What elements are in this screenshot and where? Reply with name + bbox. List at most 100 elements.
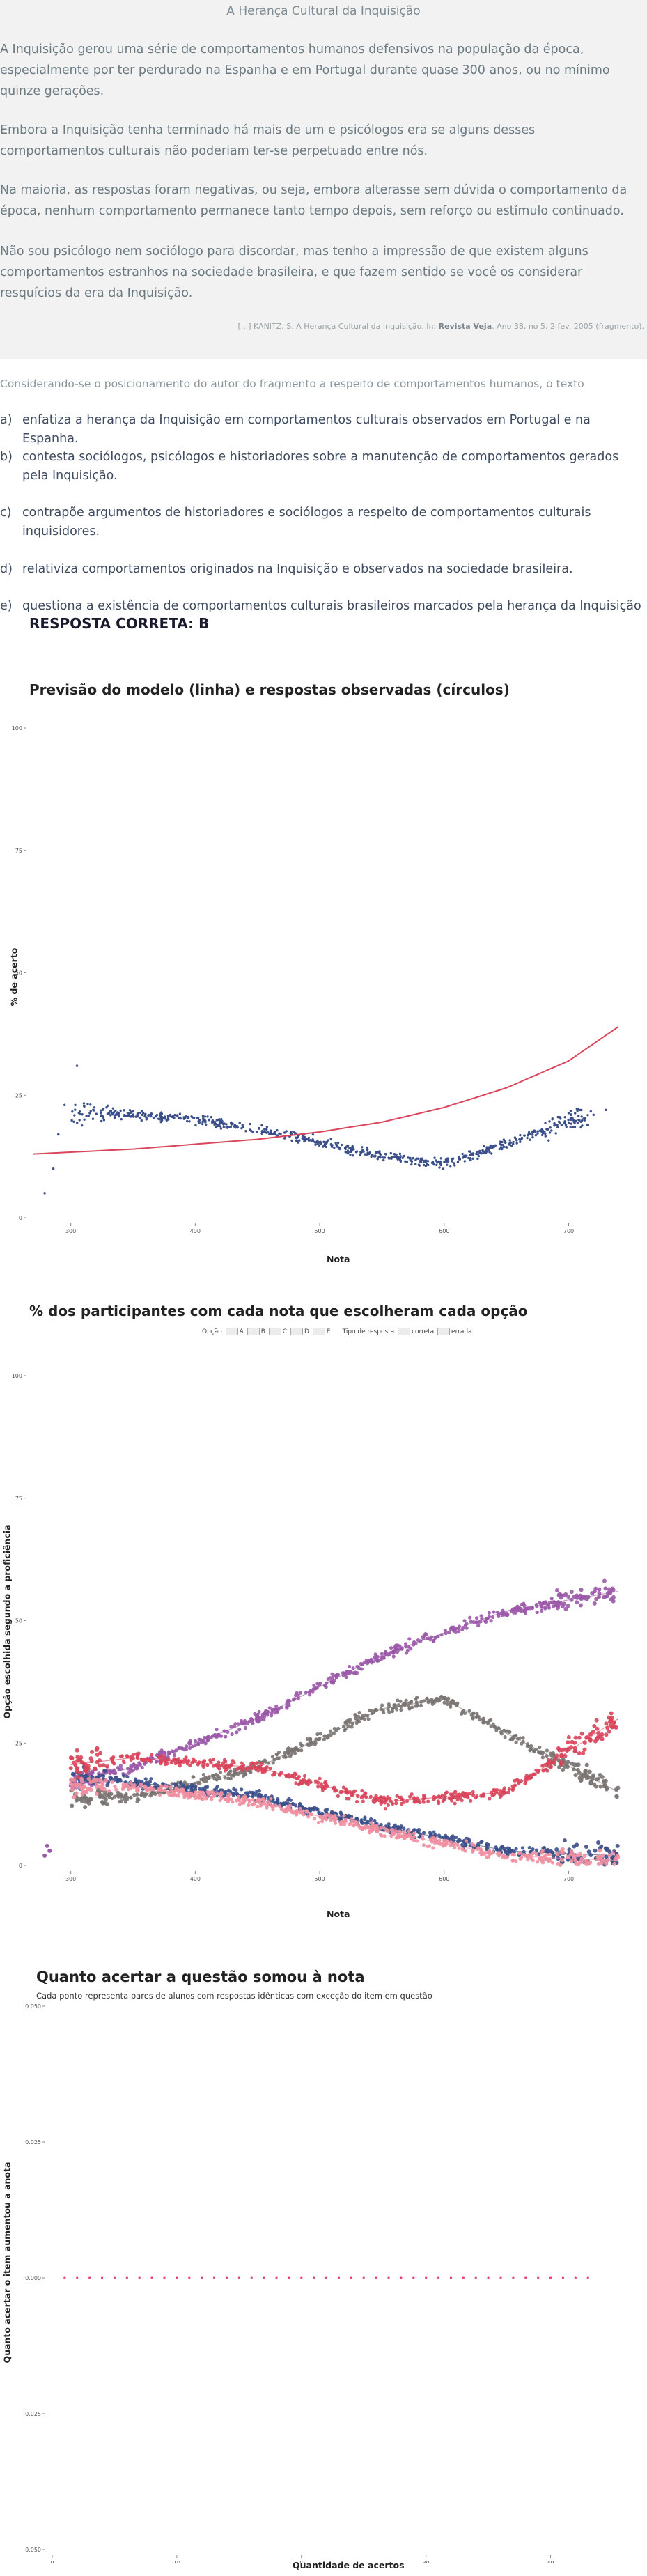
option-point-a bbox=[120, 1787, 125, 1792]
option-point-c bbox=[387, 1822, 391, 1826]
observed-point bbox=[567, 1112, 570, 1115]
observed-point bbox=[410, 1160, 414, 1163]
gain-point bbox=[225, 2276, 228, 2279]
observed-point bbox=[102, 1116, 105, 1119]
observed-point bbox=[81, 1124, 84, 1127]
option-point-a bbox=[398, 1830, 403, 1835]
option-point-c bbox=[586, 1849, 591, 1854]
observed-point bbox=[141, 1110, 143, 1112]
option-point-b bbox=[265, 1764, 269, 1769]
option-point-e bbox=[203, 1776, 208, 1780]
option-point-d bbox=[161, 1750, 165, 1755]
option-point-d bbox=[468, 1615, 472, 1620]
option-point-a bbox=[548, 1852, 552, 1856]
observed-point bbox=[150, 1112, 153, 1115]
observed-point bbox=[534, 1134, 538, 1137]
observed-point bbox=[478, 1149, 481, 1153]
observed-point bbox=[74, 1108, 77, 1111]
option-point-b bbox=[98, 1763, 102, 1768]
legend-swatch-wrong bbox=[437, 1328, 451, 1335]
option-point-a bbox=[598, 1848, 602, 1853]
gain-point bbox=[176, 2276, 178, 2279]
option-point-d bbox=[603, 1586, 608, 1591]
observed-point bbox=[355, 1150, 359, 1153]
option-point-b bbox=[394, 1801, 398, 1806]
observed-point bbox=[283, 1131, 286, 1134]
option-point-a bbox=[72, 1794, 77, 1799]
option-point-e bbox=[603, 1778, 608, 1783]
observed-point bbox=[314, 1143, 317, 1146]
observed-point bbox=[285, 1130, 288, 1133]
observed-point bbox=[544, 1135, 547, 1138]
option-point-a bbox=[157, 1793, 162, 1797]
observed-point bbox=[221, 1119, 224, 1123]
option-point-a bbox=[375, 1829, 380, 1834]
option-point-a bbox=[427, 1844, 432, 1848]
observed-point bbox=[111, 1107, 115, 1110]
option-point-b bbox=[488, 1797, 492, 1801]
option-point-d bbox=[572, 1595, 577, 1599]
option-point-e bbox=[573, 1773, 578, 1778]
option-point-b bbox=[221, 1761, 226, 1765]
option-point-b bbox=[223, 1769, 228, 1773]
option-point-e bbox=[357, 1714, 361, 1718]
option-point-a bbox=[279, 1807, 283, 1812]
observed-point bbox=[401, 1156, 404, 1159]
option-point-d bbox=[364, 1659, 368, 1663]
observed-point bbox=[119, 1109, 122, 1112]
observed-point bbox=[139, 1111, 142, 1115]
observed-point bbox=[301, 1137, 304, 1140]
gain-point bbox=[474, 2276, 477, 2279]
option-point-c bbox=[596, 1840, 601, 1845]
option-point-d bbox=[243, 1725, 248, 1730]
y-tick-label: -0.025 bbox=[23, 2411, 41, 2417]
option-point-b bbox=[322, 1780, 327, 1785]
option-point-e bbox=[83, 1805, 88, 1810]
option-point-e bbox=[318, 1732, 322, 1736]
observed-point bbox=[126, 1112, 130, 1115]
option-point-b bbox=[237, 1766, 242, 1770]
option-point-b bbox=[92, 1767, 97, 1771]
option-point-d bbox=[270, 1714, 274, 1718]
option-point-a bbox=[327, 1813, 331, 1817]
observed-point bbox=[238, 1122, 241, 1124]
observed-point bbox=[462, 1155, 465, 1158]
option-point-b bbox=[294, 1781, 298, 1785]
option-point-e bbox=[198, 1781, 202, 1785]
option-point-e bbox=[540, 1755, 545, 1760]
option-point-b bbox=[68, 1755, 73, 1760]
observed-point bbox=[541, 1129, 545, 1132]
option-point-d bbox=[522, 1603, 526, 1607]
option-point-b bbox=[541, 1769, 545, 1773]
option-point-c bbox=[527, 1845, 531, 1850]
option-point-c bbox=[417, 1835, 421, 1839]
option-point-a bbox=[113, 1784, 117, 1789]
option-point-d bbox=[233, 1722, 237, 1726]
observed-point bbox=[405, 1161, 409, 1163]
option-point-d bbox=[569, 1590, 574, 1595]
observed-point bbox=[158, 1118, 161, 1121]
option-point-d bbox=[556, 1592, 561, 1597]
option-point-e bbox=[84, 1797, 89, 1801]
observed-point bbox=[179, 1116, 182, 1119]
option-point-b bbox=[71, 1760, 76, 1765]
option-point-e bbox=[508, 1730, 512, 1735]
gain-point bbox=[113, 2276, 116, 2279]
observed-point bbox=[438, 1166, 441, 1169]
option-point-a bbox=[369, 1821, 374, 1825]
option-point-a bbox=[219, 1793, 223, 1797]
option-point-a bbox=[543, 1856, 548, 1861]
observed-point bbox=[123, 1109, 125, 1112]
observed-point bbox=[173, 1113, 176, 1117]
option-point-b bbox=[386, 1803, 390, 1807]
option-point-b bbox=[412, 1800, 416, 1804]
option-point-e bbox=[100, 1793, 105, 1798]
observed-point bbox=[430, 1161, 434, 1164]
observed-point bbox=[398, 1157, 401, 1161]
observed-point bbox=[485, 1147, 488, 1151]
option-point-e bbox=[382, 1710, 386, 1714]
option-point-b bbox=[249, 1761, 254, 1766]
option-point-e bbox=[419, 1703, 423, 1707]
observed-point bbox=[439, 1157, 443, 1160]
observed-point bbox=[514, 1137, 517, 1140]
